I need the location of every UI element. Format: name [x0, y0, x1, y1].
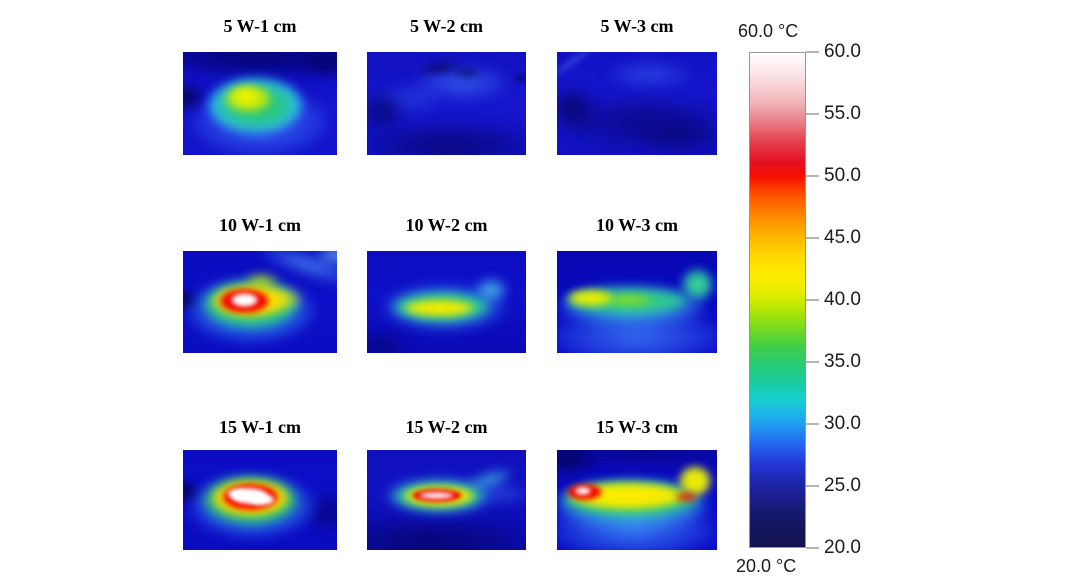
colorbar-max-label: 60.0 °C [738, 21, 799, 41]
panel-label-15w-3cm: 15 W-3 cm [596, 417, 678, 437]
panel-label-15w-1cm: 15 W-1 cm [219, 417, 301, 437]
thermal-blob [249, 493, 274, 505]
thermal-blob [316, 251, 337, 265]
thermal-image-10w-3cm [557, 251, 717, 353]
panel-label-10w-2cm: 10 W-2 cm [405, 215, 488, 235]
thermal-blob [481, 486, 526, 502]
thermal-blob [640, 122, 717, 151]
thermal-image-15w-3cm [557, 450, 717, 550]
thermal-blob [454, 68, 480, 77]
colorbar-tick-label: 20.0 [824, 537, 861, 558]
thermal-blob [403, 299, 474, 317]
thermal-image-5w-1cm [183, 52, 337, 155]
thermal-blob [605, 293, 653, 307]
colorbar-min-label: 20.0 °C [736, 556, 797, 576]
thermal-blob [419, 491, 455, 499]
colorbar-tick-label: 35.0 [824, 351, 861, 372]
colorbar-tick-label: 40.0 [824, 289, 861, 310]
panel-label-5w-2cm: 5 W-2 cm [410, 16, 483, 36]
thermal-blob [568, 289, 613, 307]
thermal-blob [227, 489, 250, 499]
colorbar-tick-label: 45.0 [824, 227, 861, 248]
thermal-image-10w-1cm [183, 251, 337, 353]
colorbar-tick [806, 113, 819, 115]
thermal-blob [675, 491, 698, 503]
colorbar-tick [806, 547, 819, 549]
panel-label-10w-1cm: 10 W-1 cm [219, 215, 301, 235]
colorbar-tick [806, 51, 819, 53]
thermal-blob [565, 450, 717, 462]
thermal-blob [183, 83, 204, 111]
panel-label-10w-3cm: 10 W-3 cm [596, 215, 678, 235]
colorbar-tick-label: 30.0 [824, 413, 861, 434]
thermal-blob [609, 63, 690, 86]
thermal-blob [260, 288, 301, 310]
thermal-blob [557, 52, 600, 82]
thermal-blob [367, 520, 519, 550]
thermal-blob [232, 88, 257, 103]
thermal-blob [370, 125, 526, 155]
panel-label-15w-2cm: 15 W-2 cm [405, 417, 488, 437]
thermal-blob [367, 94, 402, 130]
colorbar-tick-label: 25.0 [824, 475, 861, 496]
colorbar-tick-label: 55.0 [824, 103, 861, 124]
thermal-blob [367, 333, 404, 353]
thermal-blob [683, 270, 713, 299]
colorbar-gradient-bar [749, 52, 806, 548]
thermal-image-15w-2cm [367, 450, 526, 550]
thermal-blob [475, 277, 507, 302]
colorbar-tick-label: 50.0 [824, 165, 861, 186]
thermal-blob [513, 74, 526, 81]
colorbar-tick [806, 299, 819, 301]
colorbar-tick [806, 361, 819, 363]
colorbar-tick [806, 423, 819, 425]
panel-label-5w-3cm: 5 W-3 cm [600, 16, 674, 36]
colorbar-tick [806, 237, 819, 239]
thermal-image-15w-1cm [183, 450, 337, 550]
colorbar-tick-label: 60.0 [824, 41, 861, 62]
colorbar-tick [806, 485, 819, 487]
thermal-blob [230, 293, 259, 307]
thermal-image-5w-3cm [557, 52, 717, 155]
thermal-image-5w-2cm [367, 52, 526, 155]
thermal-image-10w-2cm [367, 251, 526, 353]
colorbar-tick [806, 175, 819, 177]
thermal-blob [574, 487, 591, 495]
thermal-blob [303, 52, 337, 76]
panel-label-5w-1cm: 5 W-1 cm [223, 16, 297, 36]
thermal-blob [183, 52, 337, 76]
